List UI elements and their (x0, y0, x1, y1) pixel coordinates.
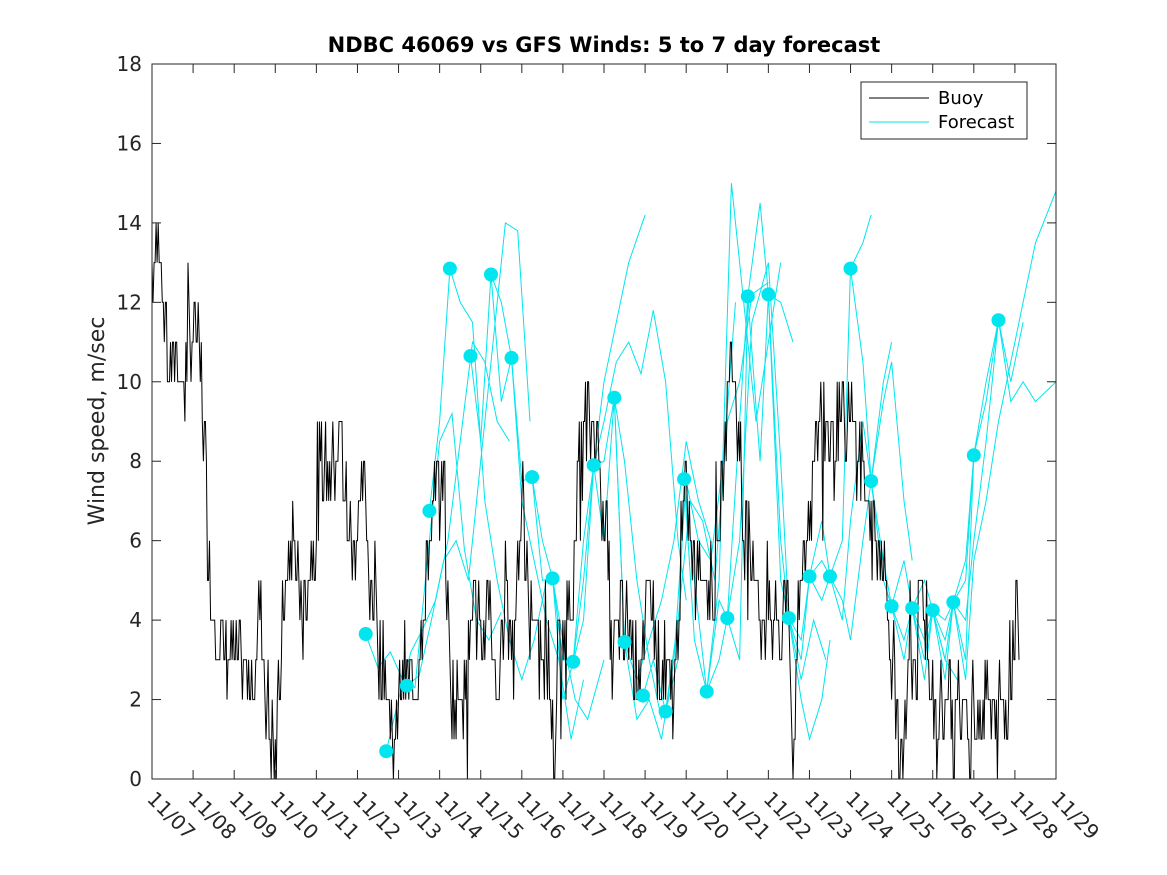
forecast-marker (925, 603, 940, 618)
forecast-marker (442, 261, 457, 276)
y-tick-label: 2 (129, 688, 142, 712)
forecast-marker (399, 678, 414, 693)
forecast-marker (658, 704, 673, 719)
forecast-trace (726, 294, 831, 742)
forecast-marker (607, 390, 622, 405)
forecast-marker (422, 503, 437, 518)
forecast-marker (504, 350, 519, 365)
forecast-trace (911, 320, 1024, 680)
forecast-trace (428, 268, 547, 682)
y-tick-label: 8 (129, 449, 142, 473)
series-layer (151, 183, 1057, 780)
forecast-marker (946, 595, 961, 610)
legend-box (860, 81, 1028, 140)
forecast-marker (781, 611, 796, 626)
forecast-marker (761, 287, 776, 302)
forecast-trace (809, 361, 913, 621)
forecast-marker (566, 654, 581, 669)
y-tick-label: 16 (117, 131, 142, 155)
forecast-marker (740, 289, 755, 304)
y-tick-label: 4 (129, 608, 142, 632)
y-tick-label: 12 (117, 290, 142, 314)
plot-area: 02468101214161811/0711/0811/0911/1011/11… (117, 52, 1105, 844)
forecast-trace (490, 274, 605, 721)
forecast-marker (545, 571, 560, 586)
legend-label-buoy: Buoy (938, 88, 984, 109)
forecast-trace (552, 397, 662, 720)
forecast-marker (991, 313, 1006, 328)
forecast-marker (905, 601, 920, 616)
forecast-marker (617, 635, 632, 649)
legend[interactable]: Buoy Forecast (860, 81, 1028, 140)
forecast-marker (699, 684, 714, 699)
forecast-marker (484, 267, 498, 282)
y-tick-label: 0 (129, 767, 142, 791)
forecast-marker (884, 599, 899, 614)
buoy-line (151, 222, 1020, 780)
y-tick-label: 10 (117, 370, 142, 394)
legend-label-forecast: Forecast (938, 112, 1014, 133)
y-tick-label: 18 (117, 52, 142, 76)
forecast-marker (720, 611, 735, 626)
forecast-marker (966, 448, 981, 463)
y-axis-label: Wind speed, m/sec (85, 317, 110, 526)
forecast-trace (593, 397, 712, 682)
forecast-marker (823, 569, 837, 584)
forecast-trace (572, 310, 687, 662)
y-tick-label: 14 (117, 211, 142, 235)
forecast-trace (613, 302, 736, 740)
forecast-trace (870, 455, 975, 660)
forecast-marker (636, 688, 650, 703)
forecast-trace (788, 341, 893, 642)
forecast-trace (706, 262, 827, 692)
forecast-marker (864, 474, 879, 489)
chart-title: NDBC 46069 vs GFS Winds: 5 to 7 day fore… (328, 33, 881, 57)
forecast-marker (358, 627, 373, 641)
forecast-marker (843, 261, 858, 276)
forecast-marker (379, 744, 394, 759)
forecast-marker (802, 569, 817, 584)
forecast-trace (932, 190, 1057, 680)
forecast-trace (406, 222, 531, 687)
y-tick-label: 6 (129, 529, 142, 553)
forecast-marker (586, 458, 601, 473)
forecast-marker (525, 470, 540, 485)
forecast-marker (463, 349, 478, 363)
forecast-marker (677, 472, 692, 487)
